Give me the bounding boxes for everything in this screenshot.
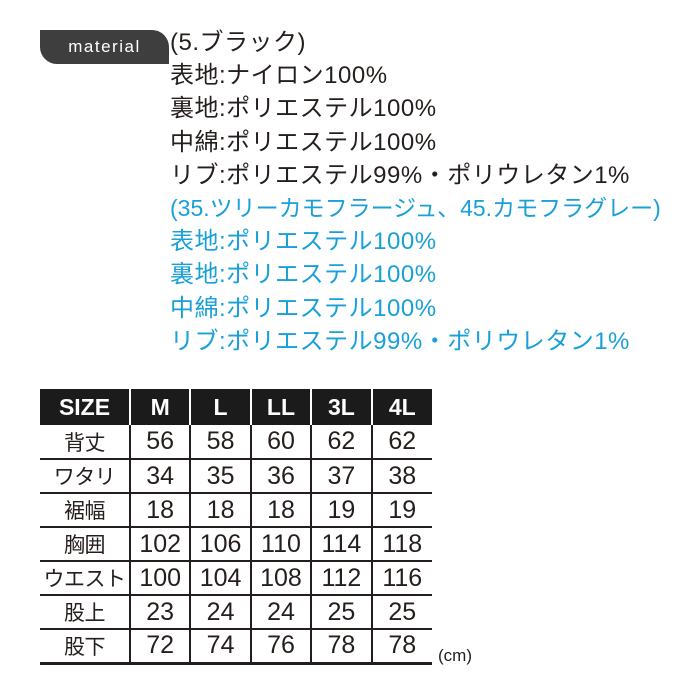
size-cell: 72 (128, 629, 191, 665)
row-label: 背丈 (40, 425, 130, 460)
size-cell: 78 (370, 629, 432, 665)
size-cell: 25 (370, 595, 432, 630)
table-row: 背丈 56 58 60 62 62 (40, 425, 432, 460)
size-table-header-cell: 4L (370, 389, 432, 425)
row-label: 股下 (40, 629, 130, 665)
table-row: 胸囲 102 106 110 114 118 (40, 527, 432, 562)
material-badge: material (40, 30, 169, 64)
material-line-padding: 中綿:ポリエステル100% (170, 128, 437, 156)
size-cell: 18 (189, 493, 251, 528)
size-cell: 116 (370, 561, 432, 596)
material-line-outer-camo: 表地:ポリエステル100% (170, 228, 437, 256)
size-cell: 19 (370, 493, 432, 528)
size-cell: 76 (249, 629, 312, 665)
size-table-header-cell: LL (249, 389, 312, 425)
material-badge-label: material (68, 37, 141, 56)
size-table-header-cell: M (128, 389, 191, 425)
size-cell: 34 (128, 459, 191, 494)
size-cell: 104 (189, 561, 251, 596)
material-line-lining: 裏地:ポリエステル100% (170, 95, 437, 123)
size-cell: 62 (310, 425, 372, 460)
table-row: ウエスト 100 104 108 112 116 (40, 561, 432, 596)
size-cell: 106 (189, 527, 251, 562)
size-table-header-cell: 3L (310, 389, 372, 425)
size-cell: 100 (128, 561, 191, 596)
size-cell: 24 (189, 595, 251, 630)
row-label: 胸囲 (40, 527, 130, 562)
size-cell: 19 (310, 493, 372, 528)
material-text-block: (5.ブラック) 表地:ナイロン100% 裏地:ポリエステル100% 中綿:ポリ… (170, 26, 661, 358)
row-label: 裾幅 (40, 493, 130, 528)
size-cell: 74 (189, 629, 251, 665)
size-table-header-cell: L (189, 389, 251, 425)
material-line-outer: 表地:ナイロン100% (170, 62, 388, 90)
size-cell: 38 (370, 459, 432, 494)
size-cell: 25 (310, 595, 372, 630)
size-cell: 37 (310, 459, 372, 494)
material-line-rib-camo: リブ:ポリエステル99%・ポリウレタン1% (170, 327, 630, 355)
size-table: SIZE M L LL 3L 4L 背丈 56 58 60 62 62 ワタリ … (40, 389, 432, 665)
size-cell: 58 (189, 425, 251, 460)
black-colorway-heading: (5.ブラック) (170, 29, 306, 56)
size-cell: 118 (370, 527, 432, 562)
row-label: ウエスト (40, 561, 130, 596)
row-label: 股上 (40, 595, 130, 630)
table-row: 股下 72 74 76 78 78 (40, 629, 432, 665)
size-cell: 110 (249, 527, 312, 562)
size-table-header-row: SIZE M L LL 3L 4L (40, 389, 432, 425)
unit-note: (cm) (438, 646, 472, 665)
size-cell: 23 (128, 595, 191, 630)
size-cell: 24 (249, 595, 312, 630)
size-cell: 78 (310, 629, 372, 665)
table-row: 股上 23 24 24 25 25 (40, 595, 432, 630)
material-line-padding-camo: 中綿:ポリエステル100% (170, 294, 437, 322)
size-cell: 108 (249, 561, 312, 596)
table-row: 裾幅 18 18 18 19 19 (40, 493, 432, 528)
size-cell: 35 (189, 459, 251, 494)
camo-colorways-heading: (35.ツリーカモフラージュ、45.カモフラグレー) (170, 195, 661, 222)
size-cell: 112 (310, 561, 372, 596)
table-row: ワタリ 34 35 36 37 38 (40, 459, 432, 494)
size-cell: 60 (249, 425, 312, 460)
size-cell: 56 (128, 425, 191, 460)
size-cell: 102 (128, 527, 191, 562)
row-label: ワタリ (40, 459, 130, 494)
size-cell: 36 (249, 459, 312, 494)
size-table-header-cell: SIZE (40, 389, 130, 425)
size-cell: 62 (370, 425, 432, 460)
material-line-rib: リブ:ポリエステル99%・ポリウレタン1% (170, 161, 630, 189)
material-line-lining-camo: 裏地:ポリエステル100% (170, 261, 437, 289)
size-cell: 114 (310, 527, 372, 562)
size-cell: 18 (128, 493, 191, 528)
size-cell: 18 (249, 493, 312, 528)
